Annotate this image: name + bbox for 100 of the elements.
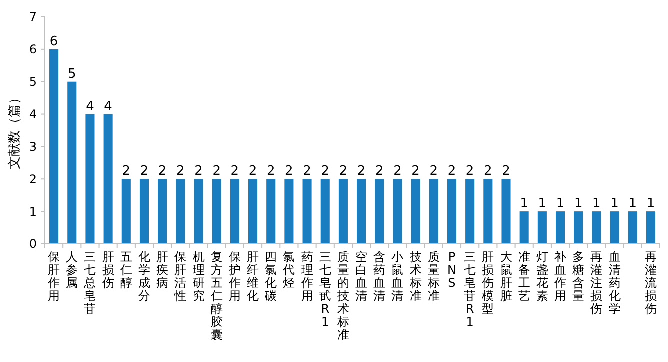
data-label: 2 [285, 164, 294, 180]
y-tick-label: 6 [29, 42, 37, 57]
data-label: 2 [248, 164, 258, 180]
bar [447, 179, 457, 244]
bar [248, 179, 258, 244]
data-label: 2 [339, 164, 348, 180]
bar [429, 179, 438, 244]
bar [646, 212, 656, 244]
data-label: 2 [466, 164, 474, 180]
x-tick-label: 肝损伤 [102, 250, 114, 290]
x-tick-label: 三七皂苷R1 [464, 250, 476, 329]
bar [122, 179, 131, 244]
bar [592, 212, 602, 244]
x-tick-label: 空白血清 [356, 250, 368, 303]
y-tick-label: 2 [29, 172, 37, 186]
x-tick-label: 保肝活性 [174, 250, 187, 303]
x-tick-label: 准备工艺 [518, 250, 530, 303]
bar [158, 179, 168, 244]
bar [50, 49, 59, 244]
bar [556, 212, 566, 244]
bar [194, 179, 204, 244]
x-tick-label: 质量标准 [426, 250, 440, 303]
x-tick-label: PNS [447, 250, 456, 290]
data-label: 1 [646, 196, 656, 212]
bar [230, 179, 240, 244]
data-label: 2 [321, 164, 330, 180]
bar [628, 212, 638, 244]
x-tick-label: 人参属 [66, 250, 78, 290]
bar [320, 179, 330, 244]
data-label: 2 [375, 164, 384, 180]
data-label: 2 [303, 164, 312, 180]
x-tick-label: 技术标准 [408, 250, 422, 303]
bar [520, 212, 529, 244]
y-tick-label: 5 [29, 75, 37, 90]
x-tick-label: 小鼠血清 [392, 250, 404, 303]
x-tick-label: 机理研究 [192, 250, 205, 303]
y-tick-label: 3 [29, 140, 37, 154]
data-label: 2 [266, 164, 276, 180]
data-label: 1 [610, 196, 619, 212]
data-label: 2 [140, 164, 149, 180]
data-label: 4 [86, 99, 94, 114]
data-label: 2 [448, 164, 456, 180]
y-tick-label: 7 [29, 10, 37, 24]
x-tick-label: 质量的技术标准 [336, 250, 350, 342]
x-tick-label: 大鼠肝脏 [500, 250, 512, 303]
bar [357, 179, 366, 244]
x-tick-label: 化学成分 [138, 250, 150, 303]
x-tick-label: 四氯化碳 [264, 250, 278, 303]
bar [538, 212, 547, 244]
data-label: 2 [357, 164, 366, 180]
data-label: 2 [502, 164, 510, 180]
bar [466, 179, 475, 244]
x-tick-label: 三七总皂苷 [83, 250, 96, 316]
x-tick-label: 药理作用 [300, 250, 314, 303]
data-label: 2 [430, 164, 438, 180]
data-label: 1 [574, 196, 583, 212]
bar [266, 179, 276, 244]
data-label: 2 [122, 164, 131, 180]
data-label: 2 [158, 164, 167, 180]
data-label: 1 [592, 196, 601, 212]
bar [484, 179, 493, 244]
x-tick-label: 肝损伤模型 [482, 250, 494, 316]
x-tick-label: 五仁醇 [119, 250, 132, 290]
y-tick-label: 1 [29, 204, 37, 219]
bar [284, 179, 294, 244]
data-label: 1 [520, 196, 528, 212]
data-label: 2 [212, 164, 221, 180]
x-tick-label: 三七皂甙R1 [319, 250, 332, 329]
data-label: 1 [538, 196, 547, 212]
x-tick-label: 复方五仁醇胶囊 [210, 250, 223, 342]
x-tick-label: 氯代烃 [282, 250, 296, 290]
data-label: 6 [50, 34, 58, 50]
data-label: 2 [230, 164, 240, 180]
x-tick-label: 补血作用 [554, 250, 567, 303]
bar [610, 212, 620, 244]
x-tick-label: 再灌注损伤 [590, 250, 603, 316]
y-tick-label: 0 [29, 237, 37, 252]
bar [574, 212, 584, 244]
x-tick-label: 保肝作用 [47, 250, 60, 303]
data-label: 4 [104, 99, 112, 114]
x-tick-label: 血清药化学 [608, 250, 621, 316]
bar [140, 179, 150, 244]
bar [375, 179, 384, 244]
x-tick-label: 多糖含量 [572, 250, 585, 303]
x-tick-label: 含药血清 [374, 250, 386, 303]
y-axis-title: 文献数（篇） [8, 92, 23, 170]
data-label: 1 [556, 196, 565, 212]
bar [86, 114, 95, 244]
data-label: 2 [412, 164, 420, 180]
data-label: 1 [628, 196, 638, 212]
data-label: 2 [394, 164, 402, 180]
bar [411, 179, 420, 244]
bar [176, 179, 186, 244]
x-tick-label: 保护作用 [228, 250, 241, 303]
data-label: 2 [194, 164, 203, 180]
data-label: 2 [484, 164, 492, 180]
x-tick-label: 肝纤维化 [247, 250, 260, 303]
x-tick-label: 再灌流损伤 [644, 250, 657, 316]
bar [393, 179, 402, 244]
bar [68, 82, 77, 244]
